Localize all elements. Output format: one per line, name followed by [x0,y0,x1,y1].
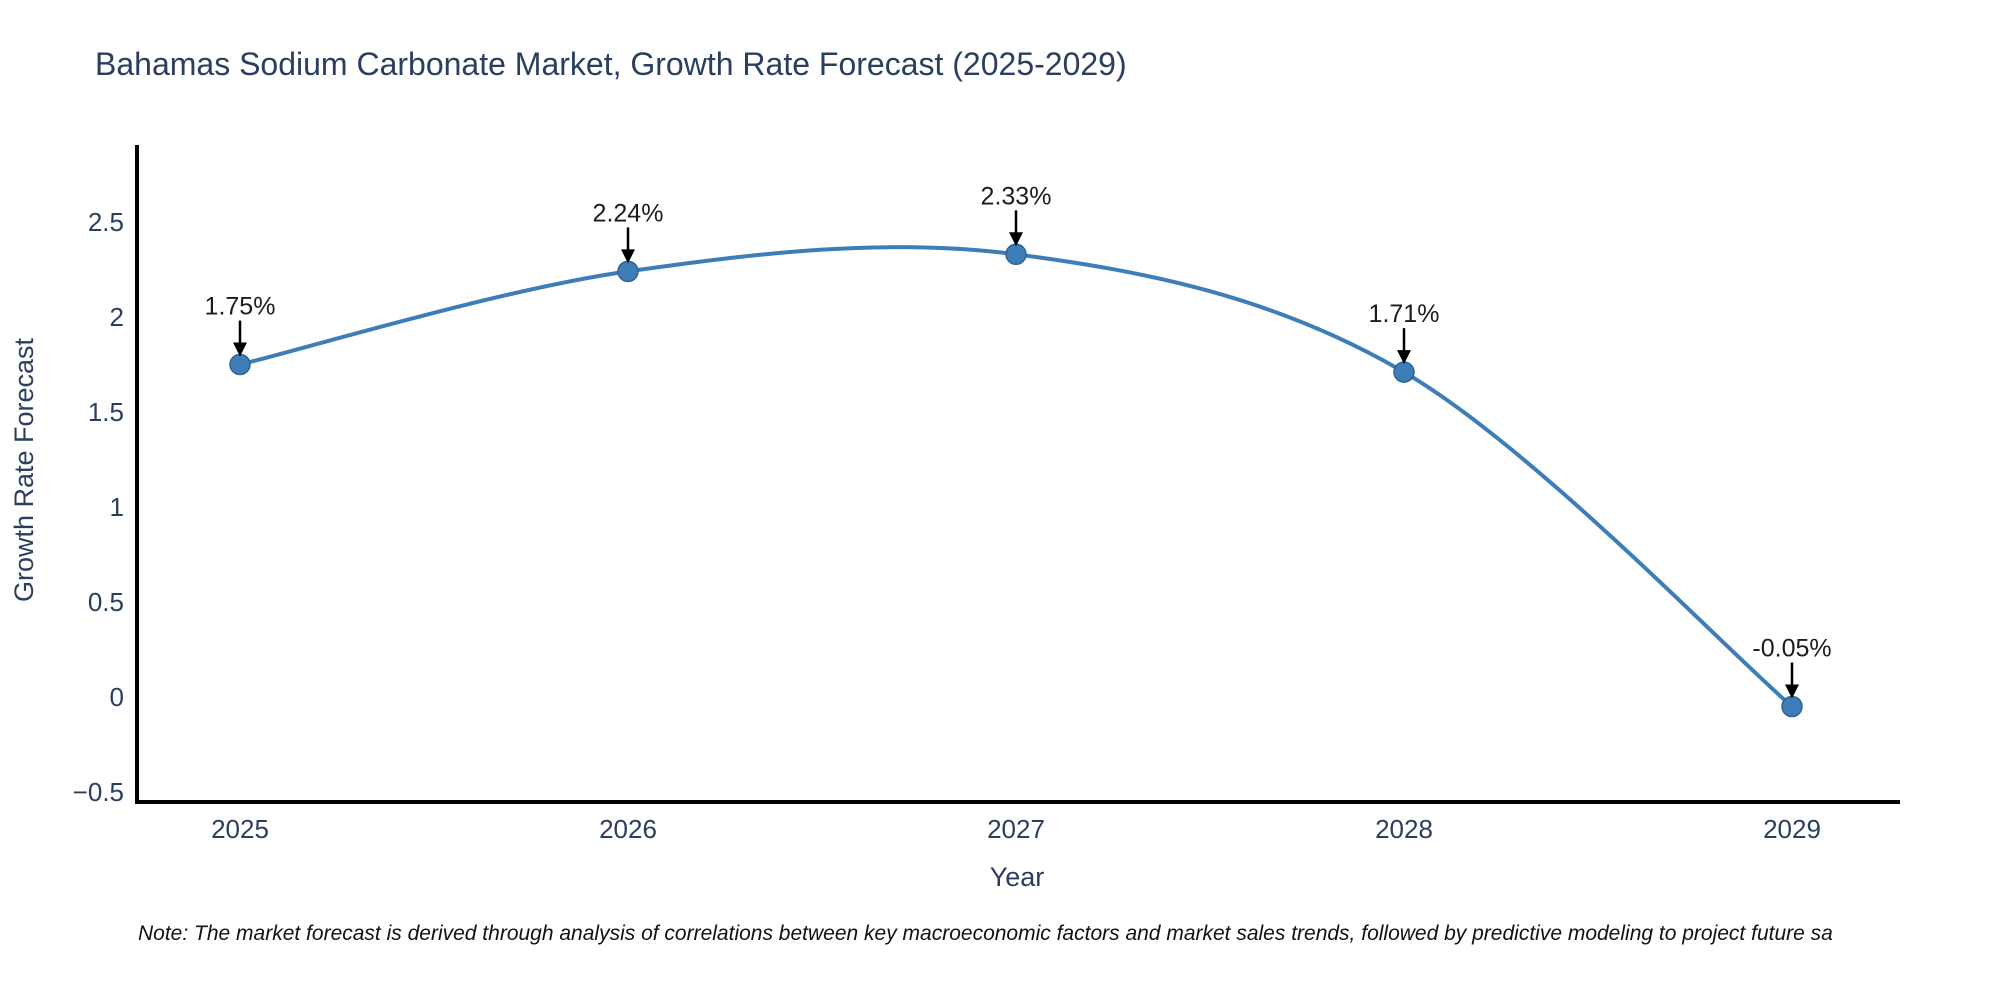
forecast-line [238,245,1794,709]
x-tick-label: 2028 [1375,814,1433,844]
x-axis-title: Year [990,862,1045,892]
x-tick-label: 2025 [211,814,269,844]
data-point-2028[interactable] [1393,361,1415,383]
y-tick-label: 1 [110,492,124,522]
plot-area: 2.5 2 1.5 1 0.5 0 −0.5 2025 2026 2027 2028 2029 1.75… [73,145,1900,844]
y-axis-title: Growth Rate Forecast [9,337,39,602]
note-text: Note: The market forecast is derived thr… [138,922,1833,945]
data-point-2025[interactable] [229,353,251,376]
point-annotation-label: 2.33% [981,182,1052,210]
data-point-2027[interactable] [1005,243,1027,266]
annotation-arrow-head-icon [621,249,635,264]
y-tick-label: 0 [110,682,124,712]
x-tick-label: 2026 [599,814,657,844]
data-point-2029[interactable] [1781,695,1803,718]
x-tick-label: 2027 [987,814,1045,844]
point-annotation-label: 1.75% [205,293,276,321]
chart-title: Bahamas Sodium Carbonate Market, Growth … [95,46,1127,82]
annotation-arrow-head-icon [1785,684,1799,699]
annotation-arrow-head-icon [1397,350,1411,365]
point-annotation-label: -0.05% [1752,635,1831,663]
point-annotation-label: 1.71% [1369,300,1440,328]
annotation-arrow-head-icon [1009,232,1023,247]
y-tick-label: −0.5 [73,777,124,807]
x-tick-label: 2029 [1763,814,1821,844]
data-point-2026[interactable] [617,260,639,283]
y-tick-label: 2.5 [88,207,124,237]
y-tick-label: 0.5 [88,587,124,617]
point-annotation-label: 2.24% [593,199,664,227]
y-tick-label: 1.5 [88,397,124,427]
annotation-arrow-head-icon [233,342,247,357]
y-tick-label: 2 [110,302,124,332]
